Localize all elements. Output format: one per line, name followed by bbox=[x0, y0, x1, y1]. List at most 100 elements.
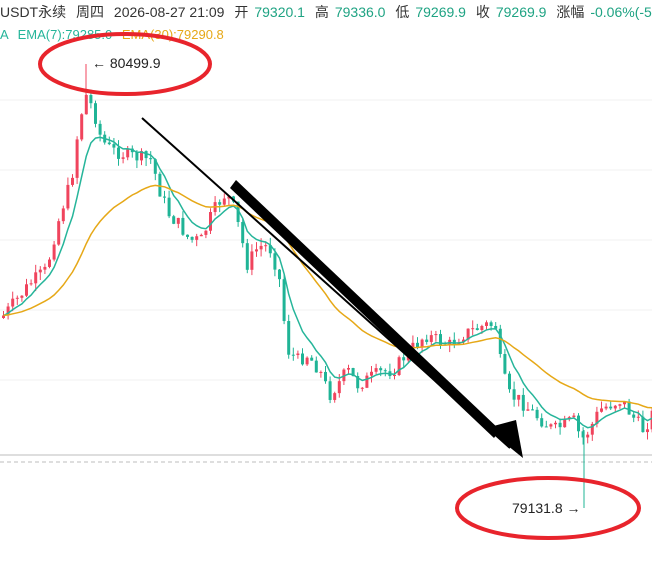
open-label: 开 bbox=[234, 4, 249, 20]
candle-body bbox=[636, 416, 640, 418]
candle-body bbox=[282, 279, 286, 322]
candle-body bbox=[52, 244, 56, 260]
candle-body bbox=[379, 368, 383, 371]
candle-body bbox=[48, 259, 51, 267]
high-annotation-label: ← 80499.9 bbox=[92, 55, 161, 71]
candle-body bbox=[416, 342, 419, 348]
candle-body bbox=[135, 152, 139, 161]
candle-body bbox=[462, 339, 465, 343]
candle-body bbox=[475, 328, 479, 331]
candle-body bbox=[57, 221, 61, 245]
candle-body bbox=[117, 147, 120, 159]
candle-body bbox=[61, 208, 65, 222]
ema-legend-prefix: A bbox=[0, 27, 8, 42]
candle-body bbox=[190, 236, 194, 240]
candle-body bbox=[347, 368, 350, 370]
candle-body bbox=[15, 297, 19, 299]
candle-body bbox=[163, 196, 166, 198]
candle-body bbox=[80, 114, 84, 140]
candle-body bbox=[287, 321, 291, 355]
candle-body bbox=[572, 415, 576, 418]
candle-body bbox=[140, 151, 143, 161]
candle-body bbox=[291, 354, 295, 356]
ema-lines bbox=[3, 136, 652, 429]
candle-body bbox=[176, 217, 180, 224]
candle-body bbox=[485, 322, 488, 326]
candle-body bbox=[618, 404, 622, 406]
candle-body bbox=[577, 415, 580, 432]
candles bbox=[2, 64, 652, 508]
candle-body bbox=[218, 202, 222, 205]
candle-body bbox=[94, 103, 97, 124]
candle-body bbox=[365, 375, 369, 388]
symbol-label: USDT永续 bbox=[0, 4, 67, 20]
candle-body bbox=[172, 216, 176, 224]
candle-body bbox=[20, 295, 24, 298]
header-bar: USDT永续 周四 2026-08-27 21:09 开 79320.1 高 793… bbox=[0, 0, 652, 24]
candle-body bbox=[75, 139, 79, 178]
candle-body bbox=[278, 269, 281, 280]
candle-body bbox=[112, 144, 116, 148]
candle-body bbox=[586, 434, 590, 438]
candle-body bbox=[144, 151, 148, 159]
candle-body bbox=[544, 426, 548, 428]
candle-body bbox=[66, 184, 70, 209]
candle-body bbox=[480, 325, 484, 331]
candle-body bbox=[204, 230, 208, 235]
low-annotation-label: 79131.8 → bbox=[512, 500, 581, 516]
candle-body bbox=[328, 381, 332, 400]
candle-body bbox=[186, 234, 189, 237]
candle-body bbox=[567, 417, 571, 419]
candle-body bbox=[434, 334, 438, 336]
candle-body bbox=[319, 371, 323, 373]
candle-body bbox=[402, 357, 406, 361]
candle-body bbox=[466, 328, 470, 340]
change-label: 涨幅 bbox=[556, 4, 585, 20]
datetime-label: 2026-08-27 21:09 bbox=[113, 4, 225, 20]
candle-body bbox=[646, 429, 649, 433]
candle-body bbox=[623, 401, 626, 405]
candle-body bbox=[333, 393, 337, 400]
candle-body bbox=[149, 158, 153, 160]
candle-body bbox=[494, 325, 498, 329]
candle-body bbox=[195, 236, 199, 240]
candle-body bbox=[29, 283, 33, 285]
candle-body bbox=[356, 376, 360, 389]
candle-body bbox=[521, 394, 525, 411]
candle-body bbox=[337, 381, 341, 394]
candle-body bbox=[613, 405, 617, 409]
ema30-legend: EMA(30):79290.8 bbox=[121, 27, 224, 42]
candle-body bbox=[71, 177, 74, 185]
candle-body bbox=[632, 414, 636, 418]
candle-body bbox=[429, 335, 433, 342]
candle-body bbox=[259, 245, 263, 250]
candle-body bbox=[209, 212, 212, 231]
ema7-line bbox=[3, 136, 652, 429]
candle-body bbox=[158, 173, 162, 197]
candle-body bbox=[641, 416, 645, 433]
low-label: 低 bbox=[395, 4, 410, 20]
candle-body bbox=[89, 95, 93, 104]
candle-body bbox=[199, 234, 203, 237]
candle-body bbox=[360, 387, 364, 389]
candle-body bbox=[6, 306, 10, 316]
candle-body bbox=[121, 157, 125, 159]
candle-body bbox=[43, 266, 47, 270]
candle-body bbox=[439, 334, 442, 345]
candle-body bbox=[535, 409, 539, 419]
candle-body bbox=[324, 371, 327, 382]
candle-body bbox=[245, 243, 249, 270]
candle-body bbox=[554, 422, 557, 425]
high-value: 79336.0 bbox=[334, 4, 386, 20]
candle-body bbox=[236, 201, 240, 223]
candle-body bbox=[512, 389, 516, 400]
candle-body bbox=[222, 198, 226, 205]
candle-body bbox=[241, 222, 245, 244]
candle-body bbox=[153, 159, 157, 174]
candle-body bbox=[650, 410, 652, 430]
high-annotation-circle bbox=[38, 32, 212, 96]
candle-body bbox=[397, 357, 401, 375]
candle-body bbox=[604, 406, 608, 409]
candle-body bbox=[34, 272, 38, 284]
